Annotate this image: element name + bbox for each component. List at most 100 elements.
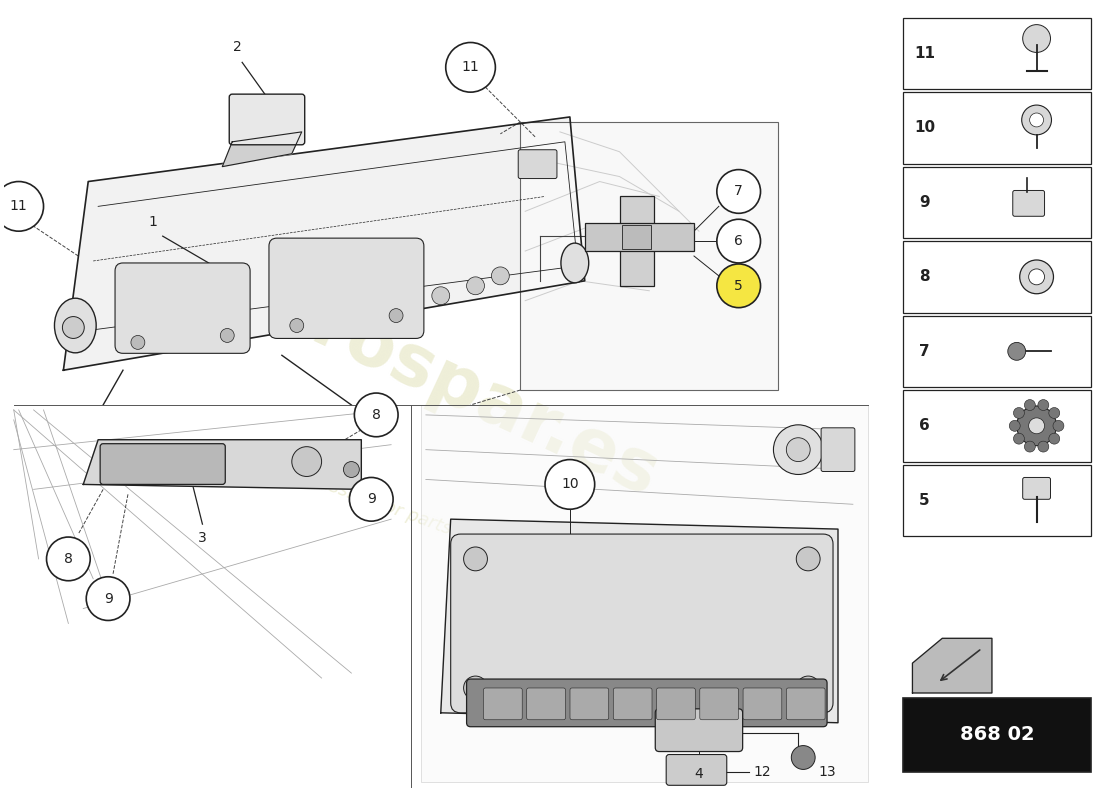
Circle shape	[1013, 407, 1024, 418]
Circle shape	[717, 264, 760, 308]
Bar	[902, 92, 1091, 164]
Text: 3: 3	[198, 531, 207, 545]
FancyBboxPatch shape	[466, 679, 827, 726]
Bar	[902, 315, 1091, 387]
Circle shape	[1030, 113, 1044, 127]
Text: 9: 9	[920, 195, 929, 210]
Circle shape	[1024, 441, 1035, 452]
Circle shape	[446, 42, 495, 92]
Text: 10: 10	[914, 121, 935, 135]
Circle shape	[786, 438, 811, 462]
Circle shape	[466, 277, 484, 294]
Circle shape	[1013, 433, 1024, 444]
Text: 11: 11	[914, 46, 935, 61]
Circle shape	[791, 746, 815, 770]
Text: 7: 7	[920, 344, 929, 359]
Circle shape	[1016, 406, 1056, 446]
Text: eurospar.es: eurospar.es	[211, 249, 670, 511]
Circle shape	[717, 219, 760, 263]
Circle shape	[1028, 269, 1045, 285]
Ellipse shape	[55, 298, 96, 353]
Circle shape	[86, 577, 130, 621]
Bar	[421, 405, 868, 782]
Circle shape	[1022, 105, 1052, 135]
Circle shape	[463, 547, 487, 571]
Circle shape	[220, 329, 234, 342]
Circle shape	[0, 182, 44, 231]
Circle shape	[292, 446, 321, 477]
Text: 12: 12	[754, 766, 771, 779]
Polygon shape	[441, 519, 838, 722]
FancyBboxPatch shape	[270, 238, 424, 338]
FancyBboxPatch shape	[744, 688, 782, 720]
Circle shape	[1008, 342, 1025, 360]
Circle shape	[1024, 399, 1035, 410]
FancyBboxPatch shape	[570, 688, 608, 720]
Text: 8: 8	[64, 552, 73, 566]
Circle shape	[796, 676, 821, 700]
Bar	[902, 698, 1091, 772]
FancyBboxPatch shape	[100, 444, 226, 485]
Circle shape	[1038, 441, 1048, 452]
Polygon shape	[84, 440, 361, 490]
Text: 2: 2	[233, 41, 242, 54]
Bar	[902, 465, 1091, 536]
Text: 5: 5	[920, 493, 929, 508]
Circle shape	[1048, 433, 1059, 444]
FancyBboxPatch shape	[821, 428, 855, 471]
Polygon shape	[913, 638, 992, 693]
Circle shape	[1038, 399, 1048, 410]
Text: 5: 5	[735, 278, 744, 293]
Text: 10: 10	[561, 478, 579, 491]
Circle shape	[717, 170, 760, 214]
FancyBboxPatch shape	[229, 94, 305, 145]
Text: 6: 6	[734, 234, 744, 248]
FancyBboxPatch shape	[518, 150, 557, 178]
Polygon shape	[222, 132, 301, 166]
Circle shape	[1020, 260, 1054, 294]
Ellipse shape	[561, 243, 588, 283]
Text: 9: 9	[103, 592, 112, 606]
FancyBboxPatch shape	[667, 754, 727, 786]
Bar	[902, 18, 1091, 89]
Text: 8: 8	[920, 270, 929, 284]
FancyBboxPatch shape	[786, 688, 825, 720]
Text: a passion for parts since 1985: a passion for parts since 1985	[290, 464, 552, 574]
Circle shape	[544, 459, 595, 510]
Circle shape	[343, 462, 360, 478]
FancyBboxPatch shape	[1023, 478, 1050, 499]
Circle shape	[63, 317, 85, 338]
FancyBboxPatch shape	[1013, 190, 1045, 216]
Circle shape	[1010, 420, 1020, 431]
Bar	[520, 122, 779, 390]
Circle shape	[1048, 407, 1059, 418]
Text: 4: 4	[694, 767, 703, 782]
Circle shape	[773, 425, 823, 474]
Bar	[902, 241, 1091, 313]
FancyBboxPatch shape	[527, 688, 565, 720]
Circle shape	[1023, 25, 1050, 53]
Circle shape	[492, 267, 509, 285]
Circle shape	[46, 537, 90, 581]
Circle shape	[796, 547, 821, 571]
Circle shape	[432, 286, 450, 305]
Text: 11: 11	[462, 60, 480, 74]
FancyBboxPatch shape	[484, 688, 522, 720]
Text: 1: 1	[148, 215, 157, 229]
Text: 8: 8	[372, 408, 381, 422]
Bar	[621, 226, 651, 249]
Bar	[619, 197, 654, 286]
FancyBboxPatch shape	[700, 688, 738, 720]
FancyBboxPatch shape	[451, 534, 833, 713]
Circle shape	[350, 478, 393, 521]
Circle shape	[463, 676, 487, 700]
Text: 6: 6	[918, 418, 930, 434]
Polygon shape	[64, 117, 585, 370]
Circle shape	[1028, 418, 1045, 434]
Text: 13: 13	[818, 766, 836, 779]
Text: 868 02: 868 02	[959, 725, 1034, 744]
Circle shape	[1053, 420, 1064, 431]
FancyBboxPatch shape	[116, 263, 250, 354]
Bar	[902, 390, 1091, 462]
Circle shape	[289, 318, 304, 333]
